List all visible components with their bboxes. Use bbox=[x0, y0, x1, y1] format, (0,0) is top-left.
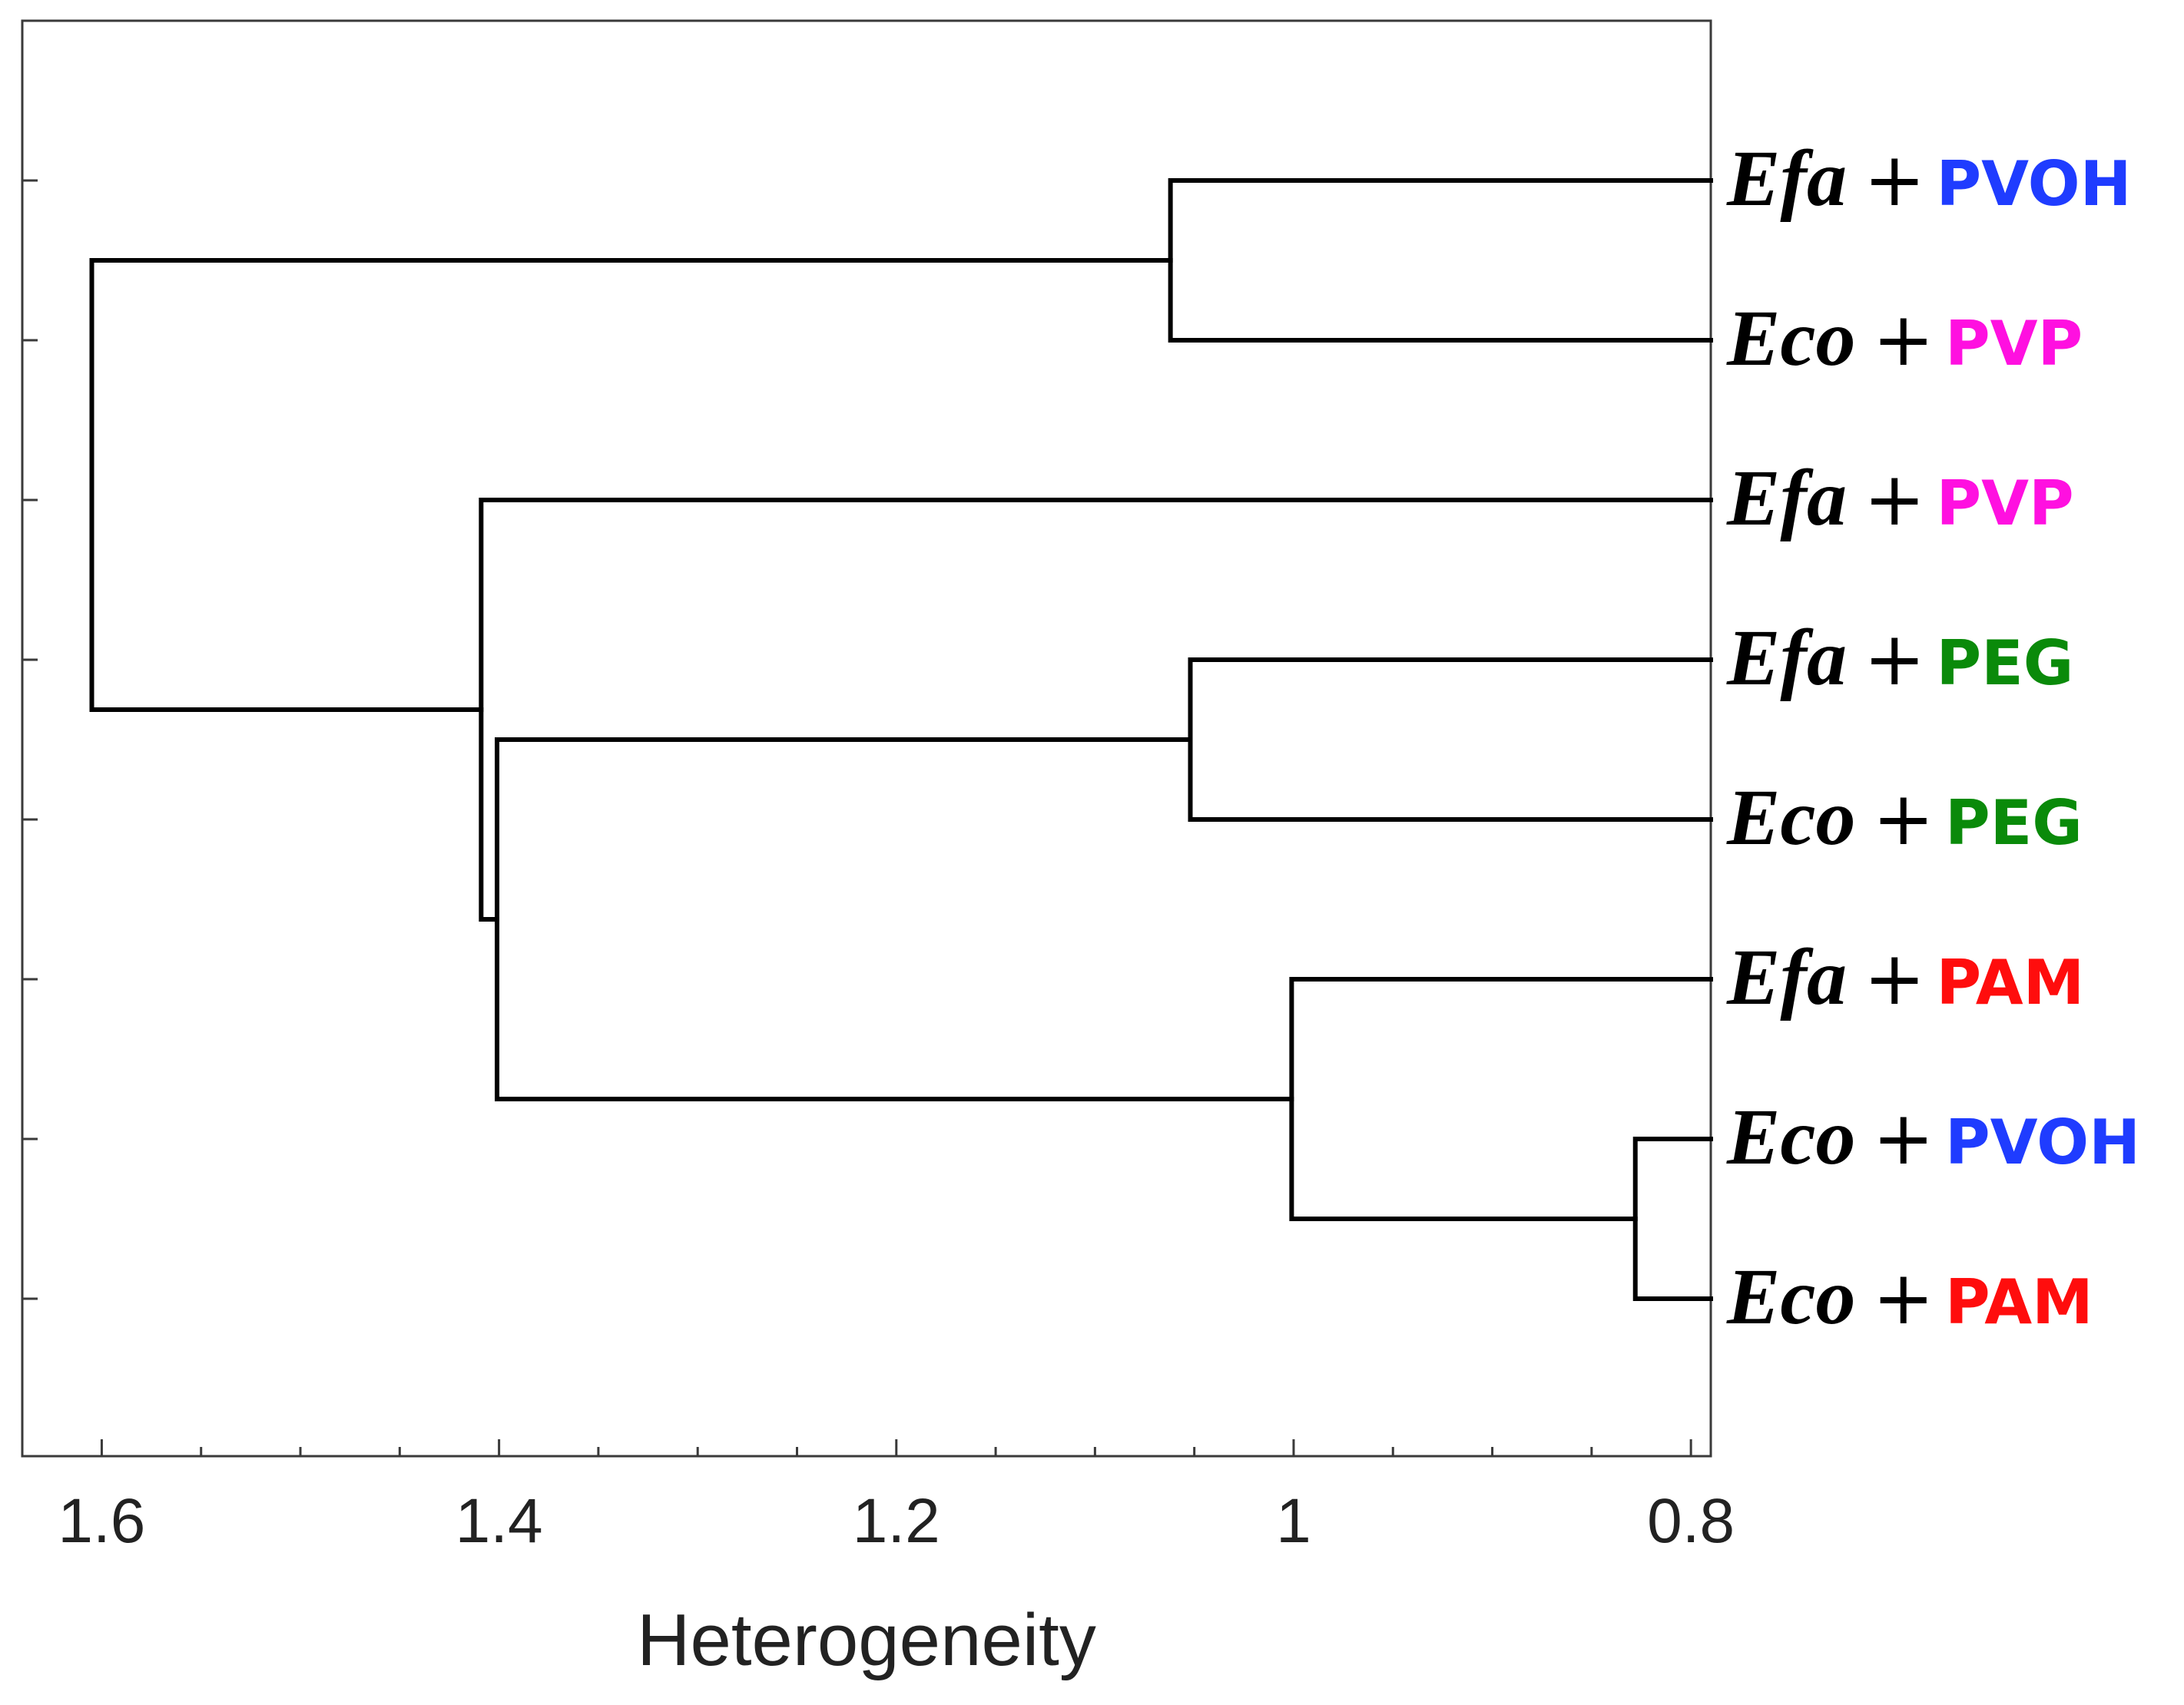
dendrogram-link-m2 bbox=[1289, 977, 1713, 1221]
leaf-polymer: PEG bbox=[1936, 627, 2073, 699]
leaf-plus-sign: + bbox=[1864, 616, 1925, 702]
leaf-plus-sign: + bbox=[1864, 456, 1925, 542]
leaf-label: Efa + PVOH bbox=[1726, 134, 2132, 223]
x-tick-label: 1.4 bbox=[456, 1486, 543, 1556]
leaf-organism: Efa bbox=[1726, 933, 1847, 1021]
leaf-label: Efa + PEG bbox=[1726, 614, 2073, 702]
x-tick-label: 0.8 bbox=[1647, 1486, 1735, 1556]
leaf-plus-sign: + bbox=[1864, 137, 1925, 223]
leaf-label: Eco + PAM bbox=[1726, 1253, 2093, 1341]
leaf-plus-sign: + bbox=[1873, 296, 1934, 382]
leaf-polymer: PVOH bbox=[1936, 148, 2131, 220]
leaf-polymer: PVOH bbox=[1945, 1107, 2140, 1178]
leaf-label: Efa + PVP bbox=[1726, 454, 2074, 542]
leaf-polymer: PEG bbox=[1945, 787, 2083, 859]
leaf-organism: Efa bbox=[1726, 134, 1847, 223]
x-axis-title: Heterogeneity bbox=[637, 1599, 1096, 1681]
leaf-organism: Eco bbox=[1726, 294, 1856, 382]
x-tick-label: 1.6 bbox=[58, 1486, 145, 1556]
leaf-plus-sign: + bbox=[1864, 935, 1925, 1021]
x-tick-label: 1.2 bbox=[853, 1486, 940, 1556]
dendrogram-link-m7 bbox=[89, 258, 1173, 712]
leaf-organism: Efa bbox=[1726, 454, 1847, 542]
leaf-label: Eco + PVOH bbox=[1726, 1093, 2140, 1181]
leaf-label: Eco + PEG bbox=[1726, 773, 2083, 862]
dendrogram-links bbox=[89, 178, 1713, 1301]
leaf-polymer: PAM bbox=[1936, 947, 2084, 1018]
leaf-plus-sign: + bbox=[1873, 1255, 1934, 1341]
dendrogram-link-m1 bbox=[1632, 1137, 1713, 1301]
dendrogram-link-m4 bbox=[1168, 178, 1713, 343]
x-tick-labels: 1.6 1.4 1.2 1 0.8 bbox=[58, 1486, 1735, 1556]
leaf-polymer: PVP bbox=[1936, 468, 2073, 539]
axis-ticks bbox=[22, 179, 1692, 1456]
dendrogram-link-m6 bbox=[479, 498, 1713, 922]
dendrogram-link-m3 bbox=[1188, 657, 1713, 822]
leaf-label: Eco + PVP bbox=[1726, 294, 2083, 382]
plot-frame bbox=[21, 19, 1712, 1458]
leaf-organism: Eco bbox=[1726, 1253, 1856, 1341]
x-tick-label: 1 bbox=[1276, 1486, 1311, 1556]
leaf-plus-sign: + bbox=[1873, 776, 1934, 862]
leaf-polymer: PVP bbox=[1945, 308, 2083, 379]
leaf-organism: Eco bbox=[1726, 773, 1856, 862]
leaf-polymer: PAM bbox=[1945, 1266, 2093, 1338]
dendrogram-link-m5 bbox=[495, 737, 1294, 1101]
leaf-label: Efa + PAM bbox=[1726, 933, 2084, 1021]
leaf-plus-sign: + bbox=[1873, 1095, 1934, 1181]
leaf-organism: Efa bbox=[1726, 614, 1847, 702]
leaf-organism: Eco bbox=[1726, 1093, 1856, 1181]
